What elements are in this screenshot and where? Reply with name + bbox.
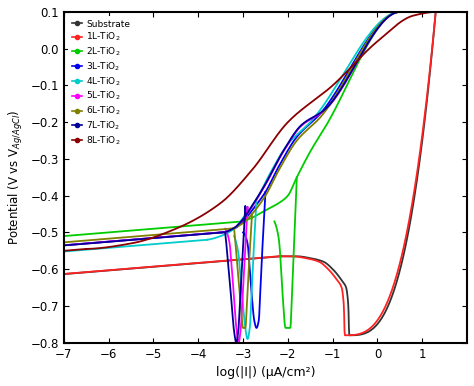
3L-TiO$_2$	[288, 143, 293, 148]
6L-TiO$_2$	[252, 209, 257, 213]
3L-TiO$_2$	[353, 56, 359, 61]
3L-TiO$_2$	[218, 230, 224, 235]
Substrate	[297, 254, 302, 259]
1L-TiO$_2$	[338, 284, 344, 288]
2L-TiO$_2$	[380, 20, 386, 24]
Line: 5L-TiO$_2$: 5L-TiO$_2$	[221, 12, 436, 232]
4L-TiO$_2$	[369, 29, 375, 33]
Substrate	[346, 333, 352, 338]
1L-TiO$_2$	[391, 284, 396, 289]
Line: 4L-TiO$_2$: 4L-TiO$_2$	[207, 12, 436, 240]
8L-TiO$_2$	[336, 78, 341, 82]
1L-TiO$_2$	[295, 254, 301, 259]
2L-TiO$_2$	[397, 10, 403, 14]
6L-TiO$_2$	[356, 52, 362, 57]
6L-TiO$_2$	[227, 227, 232, 231]
7L-TiO$_2$	[374, 28, 379, 32]
2L-TiO$_2$	[433, 10, 438, 14]
2L-TiO$_2$	[379, 21, 385, 25]
4L-TiO$_2$	[348, 59, 354, 64]
Line: 2L-TiO$_2$: 2L-TiO$_2$	[243, 12, 436, 222]
8L-TiO$_2$	[197, 214, 203, 219]
Substrate	[433, 10, 438, 14]
3L-TiO$_2$	[244, 215, 249, 220]
3L-TiO$_2$	[373, 26, 379, 31]
4L-TiO$_2$	[371, 27, 376, 32]
Line: 6L-TiO$_2$: 6L-TiO$_2$	[229, 12, 436, 229]
Substrate	[391, 288, 397, 293]
Line: 7L-TiO$_2$: 7L-TiO$_2$	[223, 12, 436, 232]
5L-TiO$_2$	[353, 62, 359, 66]
Line: 3L-TiO$_2$: 3L-TiO$_2$	[221, 12, 436, 232]
5L-TiO$_2$	[303, 120, 309, 125]
4L-TiO$_2$	[295, 132, 301, 136]
7L-TiO$_2$	[397, 10, 403, 14]
Line: 1L-TiO$_2$: 1L-TiO$_2$	[279, 12, 436, 335]
5L-TiO$_2$	[397, 10, 403, 14]
8L-TiO$_2$	[303, 104, 309, 108]
8L-TiO$_2$	[126, 242, 131, 246]
Legend: Substrate, 1L-TiO$_2$, 2L-TiO$_2$, 3L-TiO$_2$, 4L-TiO$_2$, 5L-TiO$_2$, 6L-TiO$_2: Substrate, 1L-TiO$_2$, 2L-TiO$_2$, 3L-Ti…	[68, 17, 133, 150]
Line: Substrate: Substrate	[281, 12, 436, 335]
Substrate	[328, 266, 334, 270]
7L-TiO$_2$	[220, 230, 226, 235]
Y-axis label: Potential (V vs V$_{Ag/AgCl}$): Potential (V vs V$_{Ag/AgCl}$)	[7, 110, 25, 245]
1L-TiO$_2$	[390, 286, 395, 291]
6L-TiO$_2$	[433, 10, 438, 14]
3L-TiO$_2$	[397, 10, 403, 14]
2L-TiO$_2$	[303, 157, 309, 162]
5L-TiO$_2$	[218, 230, 224, 235]
6L-TiO$_2$	[376, 22, 382, 27]
Substrate	[339, 279, 345, 283]
6L-TiO$_2$	[294, 138, 300, 143]
4L-TiO$_2$	[433, 10, 438, 14]
4L-TiO$_2$	[204, 237, 210, 242]
1L-TiO$_2$	[327, 269, 333, 273]
6L-TiO$_2$	[397, 10, 403, 14]
Substrate	[390, 291, 396, 295]
3L-TiO$_2$	[303, 125, 309, 130]
7L-TiO$_2$	[304, 119, 310, 123]
6L-TiO$_2$	[375, 24, 381, 28]
2L-TiO$_2$	[317, 134, 322, 139]
2L-TiO$_2$	[264, 208, 269, 212]
8L-TiO$_2$	[83, 247, 89, 251]
8L-TiO$_2$	[433, 10, 438, 14]
2L-TiO$_2$	[240, 219, 246, 224]
7L-TiO$_2$	[354, 60, 360, 64]
7L-TiO$_2$	[433, 10, 438, 14]
4L-TiO$_2$	[397, 10, 403, 14]
5L-TiO$_2$	[288, 137, 293, 142]
1L-TiO$_2$	[342, 333, 348, 338]
7L-TiO$_2$	[290, 134, 295, 139]
3L-TiO$_2$	[374, 25, 380, 29]
1L-TiO$_2$	[276, 254, 282, 259]
Substrate	[278, 254, 284, 259]
5L-TiO$_2$	[374, 27, 380, 32]
8L-TiO$_2$	[222, 198, 228, 202]
4L-TiO$_2$	[279, 151, 284, 156]
5L-TiO$_2$	[433, 10, 438, 14]
1L-TiO$_2$	[375, 317, 381, 322]
1L-TiO$_2$	[433, 10, 438, 14]
5L-TiO$_2$	[244, 213, 249, 217]
6L-TiO$_2$	[309, 124, 314, 129]
Substrate	[376, 320, 382, 325]
8L-TiO$_2$	[337, 76, 343, 81]
2L-TiO$_2$	[361, 49, 367, 53]
5L-TiO$_2$	[373, 29, 379, 33]
3L-TiO$_2$	[433, 10, 438, 14]
7L-TiO$_2$	[246, 209, 251, 214]
X-axis label: log(|I|) (μA/cm²): log(|I|) (μA/cm²)	[216, 366, 315, 379]
4L-TiO$_2$	[232, 226, 237, 230]
Line: 8L-TiO$_2$: 8L-TiO$_2$	[86, 12, 436, 249]
7L-TiO$_2$	[375, 26, 381, 31]
